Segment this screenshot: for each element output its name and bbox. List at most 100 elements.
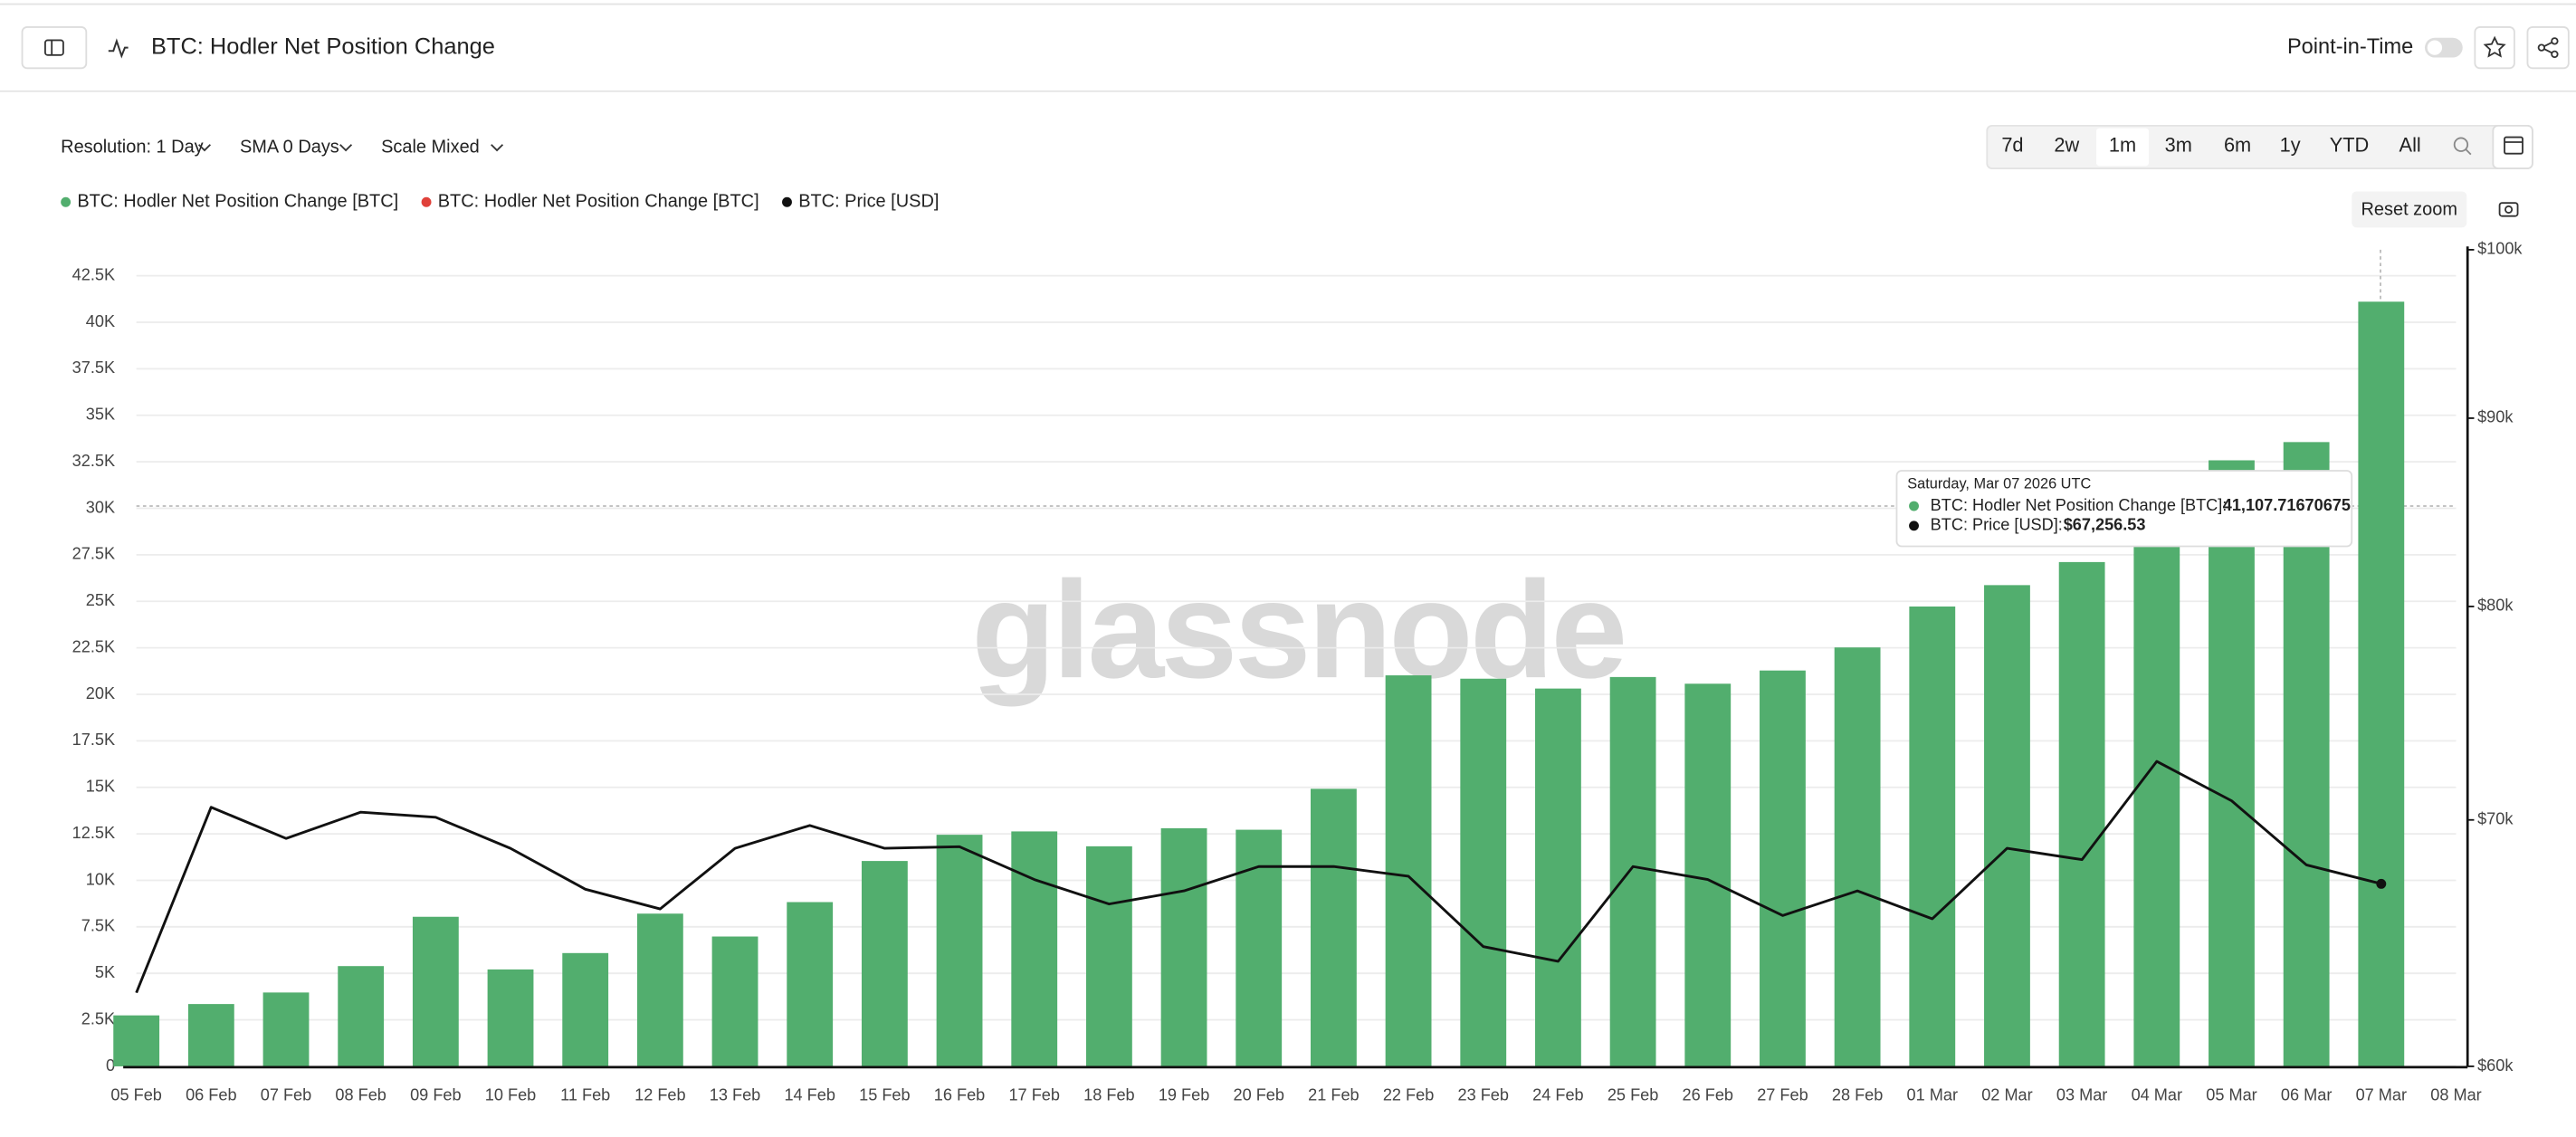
bar [936, 835, 983, 1066]
range-button[interactable]: 2w [2054, 133, 2079, 156]
legend-swatch [421, 196, 432, 207]
bar [1684, 683, 1732, 1066]
x-tick-label: 14 Feb [784, 1085, 835, 1104]
y-tick-label: 10K [86, 870, 115, 888]
x-tick-label: 27 Feb [1757, 1085, 1808, 1104]
x-tick-label: 26 Feb [1683, 1085, 1733, 1104]
y-tick-label: 32.5K [72, 452, 115, 470]
x-tick-label: 15 Feb [859, 1085, 910, 1104]
bar [1160, 827, 1207, 1066]
reset-zoom-button[interactable]: Reset zoom [2352, 191, 2467, 228]
range-button[interactable]: 1y [2280, 133, 2301, 156]
page-title: BTC: Hodler Net Position Change [151, 33, 495, 59]
x-tick-label: 23 Feb [1458, 1085, 1509, 1104]
range-active [2095, 128, 2150, 167]
range-button[interactable]: 6m [2224, 133, 2251, 156]
x-tick-label: 16 Feb [934, 1085, 985, 1104]
point-in-time-toggle[interactable] [2425, 37, 2463, 58]
legend-swatch [782, 196, 792, 207]
sma-dropdown[interactable]: SMA 0 Days [240, 138, 353, 158]
x-tick-label: 28 Feb [1832, 1085, 1883, 1104]
bar [787, 902, 834, 1066]
y-tick-label: 42.5K [72, 265, 115, 283]
tooltip-row-value: 41,107.71670675 [2223, 496, 2351, 514]
range-button[interactable]: YTD [2330, 133, 2370, 156]
x-tick-label: 02 Mar [1981, 1085, 2032, 1104]
legend-label: BTC: Hodler Net Position Change [BTC] [77, 192, 398, 212]
y-tick-label: 12.5K [72, 824, 115, 842]
tooltip-swatch [1909, 521, 1919, 531]
x-tick-label: 12 Feb [634, 1085, 685, 1104]
screenshot-button[interactable] [2498, 202, 2519, 217]
bar [187, 1004, 234, 1066]
bar [2209, 460, 2255, 1066]
bar [1535, 688, 1581, 1066]
y2-tick-label: $60k [2477, 1056, 2514, 1075]
range-label: 7d [2001, 133, 2023, 156]
x-tick-label: 07 Feb [261, 1085, 311, 1104]
x-tick-label: 06 Feb [186, 1085, 236, 1104]
zoom-select-button[interactable] [2453, 137, 2472, 156]
calendar-button[interactable] [2492, 124, 2533, 169]
bar [1909, 607, 1956, 1066]
scale-label: Scale Mixed [381, 138, 480, 158]
favorite-button[interactable] [2474, 26, 2515, 70]
y2-tick-label: $80k [2477, 597, 2514, 615]
x-tick-label: 07 Mar [2356, 1085, 2407, 1104]
y-tick-label: 30K [86, 498, 115, 516]
y-tick-label: 7.5K [81, 917, 115, 935]
bar [338, 966, 385, 1066]
range-label: 2w [2054, 133, 2079, 156]
bar [412, 916, 459, 1066]
range-button[interactable]: All [2399, 133, 2421, 156]
bar [1311, 788, 1357, 1066]
bar [1760, 670, 1806, 1066]
bar [1085, 846, 1132, 1066]
y-tick-label: 35K [86, 406, 115, 424]
range-button[interactable]: 3m [2165, 133, 2192, 156]
range-button[interactable]: 7d [2001, 133, 2023, 156]
range-button[interactable]: 1m [2095, 128, 2150, 167]
range-label: 3m [2165, 133, 2192, 156]
bar [562, 952, 609, 1066]
sma-label: SMA 0 Days [240, 138, 339, 158]
resolution-dropdown[interactable]: Resolution: 1 Day [61, 138, 211, 158]
y-tick-label: 5K [95, 963, 115, 981]
tooltip-swatch [1909, 501, 1919, 511]
x-tick-label: 09 Feb [410, 1085, 461, 1104]
y-tick-label: 22.5K [72, 637, 115, 655]
y-tick-label: 27.5K [72, 545, 115, 563]
bar [487, 969, 534, 1066]
bar [1460, 678, 1507, 1066]
x-tick-label: 08 Feb [335, 1085, 386, 1104]
legend-label: BTC: Price [USD] [798, 192, 939, 212]
bar [1834, 647, 1881, 1066]
tooltip: Saturday, Mar 07 2026 UTC BTC: Hodler Ne… [1895, 470, 2353, 548]
share-button[interactable] [2526, 26, 2570, 70]
x-tick-label: 05 Mar [2206, 1085, 2256, 1104]
x-tick-label: 04 Mar [2132, 1085, 2182, 1104]
y2-tick-label: $90k [2477, 408, 2514, 426]
bar [636, 913, 683, 1066]
sidebar-button[interactable] [21, 26, 88, 70]
bar [711, 936, 758, 1066]
range-label: 6m [2224, 133, 2251, 156]
x-tick-label: 25 Feb [1608, 1085, 1658, 1104]
tooltip-row-name: BTC: Hodler Net Position Change [BTC]: [1931, 496, 2228, 514]
y-tick-label: 37.5K [72, 358, 115, 377]
y-tick-label: 15K [86, 778, 115, 796]
scale-dropdown[interactable]: Scale Mixed [381, 138, 504, 158]
metric-icon [108, 38, 129, 59]
bar [2133, 534, 2180, 1066]
range-label: 1m [2109, 133, 2136, 156]
bar [113, 1015, 160, 1066]
x-tick-label: 18 Feb [1083, 1085, 1134, 1104]
x-tick-label: 13 Feb [710, 1085, 760, 1104]
watermark: glassnode [971, 553, 1624, 707]
bar [2358, 301, 2405, 1066]
resolution-label: Resolution: 1 Day [61, 138, 204, 158]
x-tick-label: 20 Feb [1233, 1085, 1283, 1104]
point-in-time-label: Point-in-Time [2287, 34, 2413, 58]
